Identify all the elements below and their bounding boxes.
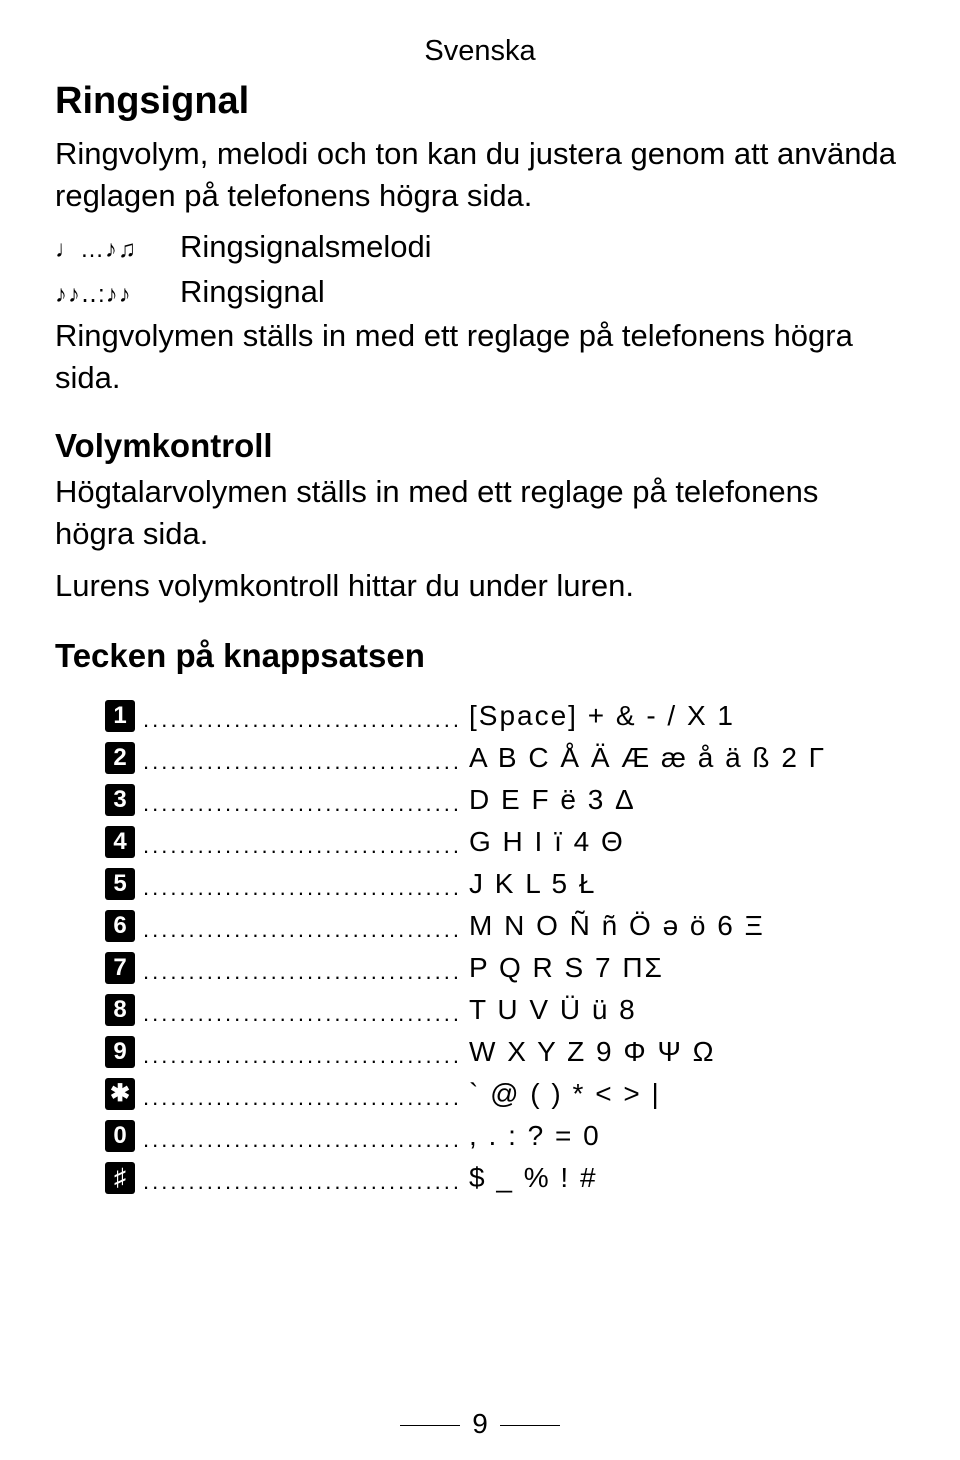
leader-dots: .................................... bbox=[143, 1039, 463, 1072]
music-notes-icon: ♩…♪♫ bbox=[55, 233, 180, 267]
key-chars: P Q R S 7 ΠΣ bbox=[469, 947, 664, 989]
leader-dots: .................................... bbox=[143, 745, 463, 778]
ringsignal-melody-label: Ringsignalsmelodi bbox=[180, 225, 432, 268]
keypad-row: 3....................................D E… bbox=[105, 779, 905, 821]
keypad-row: ✱....................................` @… bbox=[105, 1073, 905, 1115]
key-box: 9 bbox=[105, 1036, 135, 1068]
music-notes-small-icon: ♪♪‥:♪♪ bbox=[55, 278, 180, 312]
keypad-row: 5....................................J K… bbox=[105, 863, 905, 905]
key-chars: ` @ ( ) * < > | bbox=[469, 1073, 661, 1115]
leader-dots: .................................... bbox=[143, 871, 463, 904]
key-chars: W X Y Z 9 Φ Ψ Ω bbox=[469, 1031, 716, 1073]
leader-dots: .................................... bbox=[143, 1123, 463, 1156]
ringsignal-melody-line: ♩…♪♫ Ringsignalsmelodi bbox=[55, 225, 905, 268]
leader-dots: .................................... bbox=[143, 997, 463, 1030]
language-header: Svenska bbox=[55, 35, 905, 68]
key-chars: J K L 5 Ł bbox=[469, 863, 596, 905]
tecken-title: Tecken på knappsatsen bbox=[55, 637, 905, 675]
key-box: 4 bbox=[105, 826, 135, 858]
key-chars: A B C Å Ä Æ æ å ä ß 2 Γ bbox=[469, 737, 826, 779]
keypad-row: 1....................................[Sp… bbox=[105, 695, 905, 737]
key-box: 5 bbox=[105, 868, 135, 900]
keypad-row: 8....................................T U… bbox=[105, 989, 905, 1031]
keypad-row: 0...................................., .… bbox=[105, 1115, 905, 1157]
keypad-row: 9....................................W X… bbox=[105, 1031, 905, 1073]
page-number: 9 bbox=[0, 1408, 960, 1440]
ringsignal-intro: Ringvolym, melodi och ton kan du justera… bbox=[55, 133, 905, 217]
key-box: 7 bbox=[105, 952, 135, 984]
key-box: 8 bbox=[105, 994, 135, 1026]
volymkontroll-body1: Högtalarvolymen ställs in med ett reglag… bbox=[55, 471, 905, 555]
volymkontroll-body2: Lurens volymkontroll hittar du under lur… bbox=[55, 565, 905, 607]
key-chars: T U V Ü ü 8 bbox=[469, 989, 637, 1031]
key-box: 3 bbox=[105, 784, 135, 816]
ringsignal-line: ♪♪‥:♪♪ Ringsignal bbox=[55, 270, 905, 313]
keypad-table: 1....................................[Sp… bbox=[55, 695, 905, 1199]
key-box: 0 bbox=[105, 1120, 135, 1152]
leader-dots: .................................... bbox=[143, 1165, 463, 1198]
volymkontroll-title: Volymkontroll bbox=[55, 427, 905, 465]
ringsignal-label: Ringsignal bbox=[180, 270, 325, 313]
leader-dots: .................................... bbox=[143, 913, 463, 946]
key-chars: M N O Ñ ñ Ö ə ö 6 Ξ bbox=[469, 905, 765, 947]
key-chars: G H I ï 4 Θ bbox=[469, 821, 625, 863]
key-chars: [Space] + & - / X 1 bbox=[469, 695, 735, 737]
leader-dots: .................................... bbox=[143, 703, 463, 736]
key-box: ✱ bbox=[105, 1078, 135, 1110]
keypad-row: 7....................................P Q… bbox=[105, 947, 905, 989]
key-chars: $ _ % ! # bbox=[469, 1157, 598, 1199]
key-box: 2 bbox=[105, 742, 135, 774]
ringsignal-body2: Ringvolymen ställs in med ett reglage på… bbox=[55, 315, 905, 399]
leader-dots: .................................... bbox=[143, 955, 463, 988]
key-box: ♯ bbox=[105, 1162, 135, 1194]
keypad-row: 2....................................A B… bbox=[105, 737, 905, 779]
keypad-row: 6....................................M N… bbox=[105, 905, 905, 947]
ringsignal-title: Ringsignal bbox=[55, 80, 905, 123]
keypad-row: ♯....................................$ _… bbox=[105, 1157, 905, 1199]
key-chars: , . : ? = 0 bbox=[469, 1115, 601, 1157]
key-box: 1 bbox=[105, 700, 135, 732]
leader-dots: .................................... bbox=[143, 1081, 463, 1114]
leader-dots: .................................... bbox=[143, 829, 463, 862]
key-chars: D E F ë 3 Δ bbox=[469, 779, 636, 821]
leader-dots: .................................... bbox=[143, 787, 463, 820]
keypad-row: 4....................................G H… bbox=[105, 821, 905, 863]
key-box: 6 bbox=[105, 910, 135, 942]
